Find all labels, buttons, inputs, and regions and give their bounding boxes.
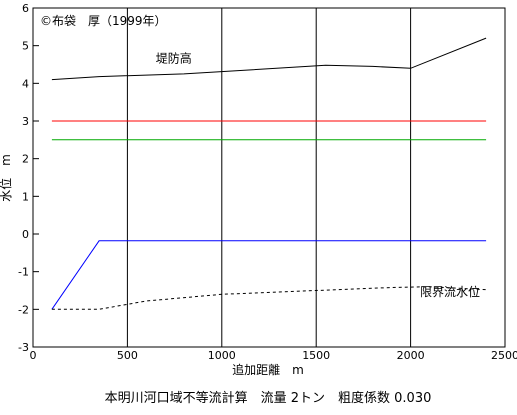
- series-line-4: [51, 240, 487, 310]
- y-tick-label: -3: [18, 341, 29, 354]
- chart-caption: 本明川河口域不等流計算 流量 2トン 粗度係数 0.030: [105, 390, 432, 406]
- grid-lines: [126, 8, 412, 347]
- series-lines: [51, 37, 487, 310]
- y-tick-label: 3: [22, 115, 29, 128]
- plot-area: [32, 7, 506, 348]
- y-tick-label: 1: [22, 190, 29, 203]
- series-line-5: [51, 286, 487, 310]
- y-tick-label: -1: [18, 266, 29, 279]
- y-tick-label: -2: [18, 303, 29, 316]
- x-axis-label: 追加距離 m: [232, 362, 304, 377]
- y-tick-label: 5: [22, 40, 29, 53]
- series-annotation-2: 限界流水位: [420, 284, 480, 299]
- x-tick-label: 500: [117, 349, 138, 362]
- x-tick-label: 2500: [491, 349, 517, 362]
- x-tick-label: 1000: [208, 349, 236, 362]
- series-annotation-1: 堤防高: [156, 51, 192, 66]
- x-tick-label: 2000: [397, 349, 425, 362]
- y-tick-label: 2: [22, 153, 29, 166]
- y-axis-label: 水位 m: [0, 154, 13, 202]
- x-tick-label: 0: [30, 349, 37, 362]
- axis-ticks: 0 500 1000 1500 2000 2500 -3 -2 -1 0 1 2 3 4 5 6: [18, 2, 517, 362]
- series-line-1: [51, 37, 487, 81]
- y-tick-label: 0: [22, 228, 29, 241]
- y-tick-label: 4: [22, 77, 29, 90]
- y-tick-label: 6: [22, 2, 29, 15]
- x-tick-label: 1500: [302, 349, 330, 362]
- copyright-notice: ©布袋 厚（1999年）: [40, 14, 167, 28]
